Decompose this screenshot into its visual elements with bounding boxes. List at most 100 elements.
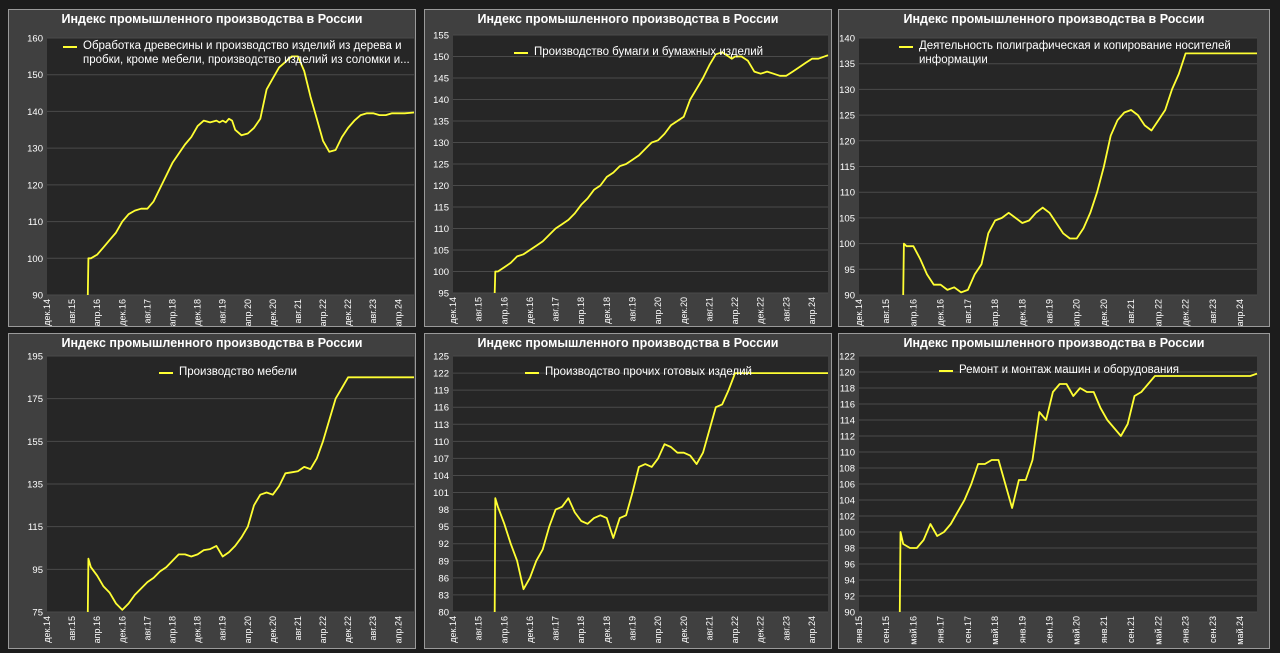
x-tick-label: апр.22 xyxy=(1153,299,1163,326)
x-tick-label: дек.18 xyxy=(602,616,612,643)
y-tick-label: 110 xyxy=(840,188,855,199)
x-tick-label: авг.19 xyxy=(1044,299,1054,323)
y-tick-label: 98 xyxy=(844,544,855,555)
x-tick-label: апр.16 xyxy=(908,299,918,326)
x-tick-label: апр.20 xyxy=(243,616,253,643)
x-tick-label: дек.20 xyxy=(1099,299,1109,326)
x-tick-label: авг.21 xyxy=(704,616,714,640)
y-tick-label: 135 xyxy=(27,480,43,491)
y-tick-label: 95 xyxy=(438,289,449,300)
x-tick-label: дек.20 xyxy=(268,616,278,643)
x-tick-label: дек.14 xyxy=(448,297,458,324)
y-tick-label: 89 xyxy=(438,556,449,567)
x-tick-label: дек.22 xyxy=(343,299,353,326)
x-tick-label: авг.23 xyxy=(1208,299,1218,323)
legend-swatch xyxy=(899,46,913,48)
y-tick-label: 102 xyxy=(839,512,855,523)
x-tick-label: апр.16 xyxy=(499,616,509,643)
x-tick-label: авг.23 xyxy=(781,616,791,640)
x-tick-label: сен.19 xyxy=(1044,616,1054,643)
x-tick-label: дек.14 xyxy=(854,299,864,326)
legend-entry: Обработка древесины и производство издел… xyxy=(63,39,413,67)
x-tick-label: май.18 xyxy=(990,616,1000,645)
x-tick-label: апр.24 xyxy=(1235,299,1245,326)
y-tick-label: 118 xyxy=(840,384,855,395)
chart-svg: 95 100 105 110 115 120 125 130 135 140 145 150 155 де… xyxy=(433,31,829,324)
x-tick-label: дек.14 xyxy=(42,616,52,643)
y-tick-label: 116 xyxy=(434,403,449,414)
y-tick-label: 114 xyxy=(840,416,855,427)
x-tick-label: авг.23 xyxy=(368,299,378,323)
plot-area xyxy=(47,38,414,295)
y-tick-label: 116 xyxy=(840,400,855,411)
y-tick-label: 104 xyxy=(433,471,449,482)
y-tick-label: 83 xyxy=(438,590,449,601)
y-tick-label: 96 xyxy=(844,560,855,571)
y-tick-label: 160 xyxy=(27,34,43,45)
y-tick-label: 104 xyxy=(839,496,855,507)
y-tick-label: 105 xyxy=(433,246,449,257)
chart-panel-4: 75 95 115 135 155 175 195 дек.14 авг.15 апр.16 дек… xyxy=(8,333,416,649)
legend-swatch xyxy=(159,372,173,374)
y-tick-label: 115 xyxy=(434,203,449,214)
y-tick-label: 120 xyxy=(839,368,855,379)
chart-svg: 80 83 86 89 92 95 98 101 104 107 110 113 116 119 122 12… xyxy=(433,352,828,643)
x-tick-label: апр.22 xyxy=(730,616,740,643)
series-line xyxy=(898,372,1258,613)
y-tick-label: 95 xyxy=(438,522,449,533)
x-tick-label: апр.24 xyxy=(393,616,403,643)
y-tick-label: 122 xyxy=(839,352,855,363)
legend-swatch xyxy=(514,52,528,54)
x-tick-label: май.24 xyxy=(1235,616,1245,645)
legend-label: Ремонт и монтаж машин и оборудования xyxy=(959,364,1179,376)
y-tick-label: 90 xyxy=(844,608,855,619)
x-tick-label: сен.21 xyxy=(1126,616,1136,643)
legend-label: Деятельность полиграфическая и копирован… xyxy=(919,40,1231,66)
y-tick-label: 107 xyxy=(433,454,449,465)
x-tick-label: авг.19 xyxy=(218,616,228,640)
x-tick-label: май.22 xyxy=(1153,616,1163,645)
y-tick-label: 100 xyxy=(839,239,855,250)
y-tick-label: 135 xyxy=(433,117,449,128)
y-tick-label: 110 xyxy=(840,448,855,459)
y-tick-label: 100 xyxy=(433,267,449,278)
y-tick-label: 122 xyxy=(433,369,449,380)
x-tick-label: янв.21 xyxy=(1099,616,1109,643)
y-tick-label: 125 xyxy=(433,352,449,363)
x-tick-label: май.20 xyxy=(1072,616,1082,645)
chart-svg: 90 100 110 120 130 140 150 160 дек.14 авг.15 апр.1… xyxy=(27,34,415,326)
x-tick-label: дек.16 xyxy=(525,616,535,643)
y-tick-label: 130 xyxy=(27,144,43,155)
x-tick-label: апр.18 xyxy=(576,297,586,324)
y-tick-label: 130 xyxy=(839,85,855,96)
x-tick-label: авг.21 xyxy=(293,616,303,640)
y-tick-label: 113 xyxy=(434,420,449,431)
series-line xyxy=(86,376,414,613)
y-tick-label: 108 xyxy=(839,464,855,475)
legend-entry: Ремонт и монтаж машин и оборудования xyxy=(939,363,1259,377)
x-tick-label: дек.22 xyxy=(756,616,766,643)
plot-area xyxy=(453,356,828,612)
y-tick-label: 106 xyxy=(839,480,855,491)
x-tick-label: авг.23 xyxy=(368,616,378,640)
legend-swatch xyxy=(525,372,539,374)
chart-panel-5: 80 83 86 89 92 95 98 101 104 107 110 113 116 119 122 12… xyxy=(424,333,832,649)
x-tick-label: янв.23 xyxy=(1181,616,1191,643)
legend-entry: Деятельность полиграфическая и копирован… xyxy=(899,39,1249,67)
y-tick-label: 92 xyxy=(844,592,855,603)
y-tick-label: 94 xyxy=(844,576,855,587)
x-tick-label: авг.21 xyxy=(293,299,303,323)
y-tick-label: 115 xyxy=(28,522,43,533)
x-tick-label: авг.19 xyxy=(627,616,637,640)
x-tick-label: апр.20 xyxy=(243,299,253,326)
y-tick-label: 95 xyxy=(844,265,855,276)
x-tick-label: дек.18 xyxy=(602,297,612,324)
x-tick-label: авг.17 xyxy=(142,299,152,323)
y-tick-label: 110 xyxy=(28,217,43,228)
x-tick-label: авг.15 xyxy=(474,616,484,640)
x-tick-label: апр.24 xyxy=(393,299,403,326)
y-tick-label: 155 xyxy=(27,437,43,448)
chart-title: Индекс промышленного производства в Росс… xyxy=(477,12,779,26)
y-tick-label: 135 xyxy=(839,59,855,70)
x-tick-label: апр.24 xyxy=(807,297,817,324)
